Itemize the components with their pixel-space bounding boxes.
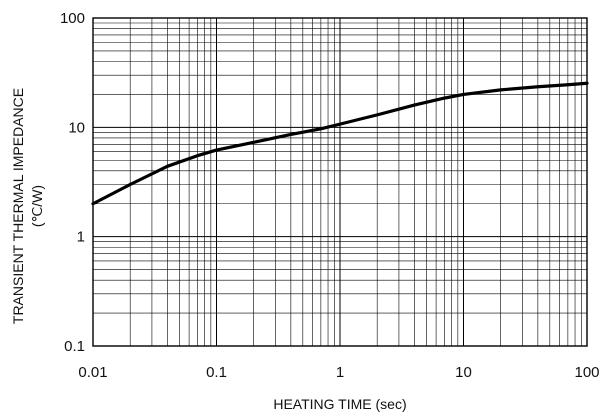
y-axis-label-line2: (℃/W) <box>29 185 45 227</box>
plot-frame <box>92 17 588 347</box>
x-tick-label: 0.1 <box>206 364 227 381</box>
y-tick-label: 100 <box>60 10 85 27</box>
grid <box>92 18 587 347</box>
x-tick-label: 100 <box>574 364 599 381</box>
x-tick-label: 10 <box>455 364 472 381</box>
x-tick-label: 0.01 <box>78 364 107 381</box>
x-tick-label: 1 <box>336 364 344 381</box>
x-tick-labels: 0.01 0.1 1 10 100 <box>78 364 599 381</box>
y-tick-label: 0.1 <box>64 338 85 355</box>
x-axis-label: HEATING TIME (sec) <box>273 396 406 412</box>
y-tick-label: 10 <box>68 119 85 136</box>
y-tick-labels: 0.1 1 10 100 <box>60 10 85 355</box>
y-axis-label-line1: TRANSIENT THERMAL IMPEDANCE <box>10 88 26 324</box>
series-line-0 <box>91 81 589 206</box>
series-layer <box>91 81 589 206</box>
y-tick-label: 1 <box>77 229 85 246</box>
